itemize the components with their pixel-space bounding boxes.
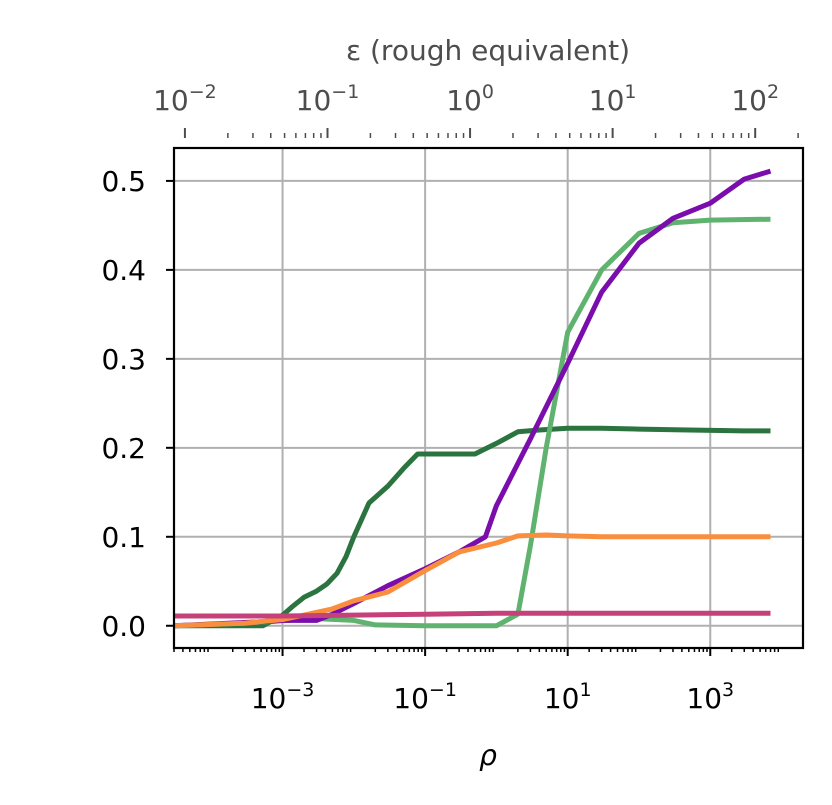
top-axis: 10−2 10−1 100 101 102: [153, 81, 799, 138]
series-line-5: [174, 610, 771, 619]
series-line-1: [174, 425, 771, 629]
top-tick-label: 100: [446, 81, 494, 117]
series-line-3: [173, 168, 772, 629]
x-tick-label: 10−1: [393, 679, 457, 715]
left-axis: 0.0 0.1 0.2 0.3 0.4 0.5: [101, 165, 174, 643]
y-tick-label: 0.3: [101, 343, 146, 376]
y-tick-label: 0.1: [101, 521, 146, 554]
x-tick-label: 101: [544, 679, 592, 715]
y-tick-label: 0.2: [101, 432, 146, 465]
y-tick-label: 0.5: [101, 165, 146, 198]
x-tick-label: 103: [686, 679, 734, 715]
y-tick-label: 0.0: [101, 610, 146, 643]
bottom-axis: 10−3 10−1 101 103: [173, 648, 780, 715]
x-tick-label: 10−3: [251, 679, 315, 715]
top-tick-label: 101: [589, 81, 637, 117]
top-tick-label: 102: [731, 81, 779, 117]
top-axis-title: ε (rough equivalent): [346, 34, 630, 67]
series-line-2: [173, 216, 771, 629]
y-tick-label: 0.4: [101, 254, 146, 287]
top-tick-label: 10−2: [153, 81, 217, 117]
series-layer: [173, 168, 772, 629]
grid: [174, 148, 803, 648]
top-tick-label: 10−1: [296, 81, 360, 117]
x-axis-title: ρ: [479, 739, 497, 772]
plot-frame: [172, 146, 805, 650]
